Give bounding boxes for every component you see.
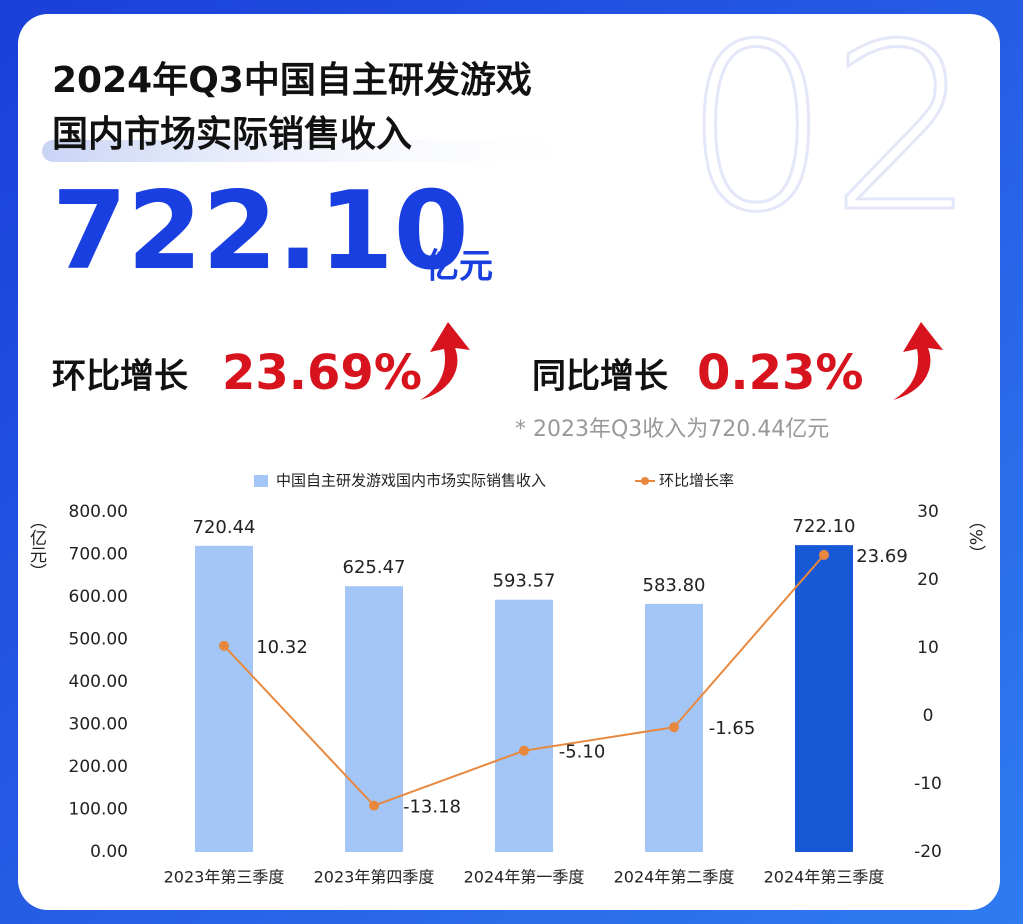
y2-tick-label: 20: [917, 570, 939, 590]
y-tick-label: 500.00: [69, 630, 128, 650]
title: 国内市场实际销售收入: [52, 114, 412, 155]
y2-axis-label: （%）: [965, 512, 986, 562]
legend-label: 环比增长率: [659, 472, 734, 490]
line-point: [219, 640, 229, 651]
chart: 0.00 100.00 200.00 300.00 400.00 500.00 600.00…: [26, 472, 986, 887]
data-label: 722.10: [793, 516, 856, 537]
yoy-label: 同比增长: [532, 357, 668, 397]
headline-unit: 亿元: [425, 247, 493, 287]
data-label: 720.44: [193, 517, 256, 538]
legend-swatch: [641, 477, 649, 485]
bar: [195, 545, 253, 852]
y2-tick-label: 30: [917, 502, 939, 522]
y-axis-label: （亿元）: [26, 512, 47, 580]
x-tick-label: 2023年第三季度: [164, 868, 285, 887]
y-tick-label: 600.00: [69, 587, 128, 607]
x-tick-label: 2024年第三季度: [764, 868, 885, 887]
line-point: [669, 722, 679, 733]
line-point: [819, 549, 829, 560]
y-tick-label: 800.00: [69, 502, 128, 522]
y-tick-label: 0.00: [90, 842, 128, 862]
line-point: [369, 800, 379, 811]
data-label: -1.65: [709, 718, 756, 739]
qoq-value: 23.69%: [222, 345, 422, 401]
y-tick-label: 700.00: [69, 545, 128, 565]
data-label: 593.57: [493, 571, 556, 592]
card: [18, 14, 1000, 910]
data-label: 23.69: [856, 546, 908, 567]
y2-tick-label: -20: [914, 842, 942, 862]
section-number: 02: [684, 0, 977, 263]
bar: [495, 599, 553, 852]
x-tick-label: 2023年第四季度: [314, 868, 435, 887]
y-tick-label: 100.00: [69, 800, 128, 820]
y-tick-label: 200.00: [69, 757, 128, 777]
x-tick-label: 2024年第二季度: [614, 868, 735, 887]
bar: [795, 545, 853, 852]
legend-label: 中国自主研发游戏国内市场实际销售收入: [276, 472, 546, 490]
footnote: * 2023年Q3收入为720.44亿元: [515, 417, 829, 442]
qoq-label: 环比增长: [52, 357, 188, 397]
title: 2024年Q3中国自主研发游戏: [52, 60, 532, 101]
data-label: -13.18: [403, 797, 461, 818]
data-label: 625.47: [343, 557, 406, 578]
data-label: 10.32: [256, 637, 308, 658]
legend-swatch: [254, 475, 268, 487]
y2-tick-label: 0: [923, 706, 934, 726]
headline-value: 722.10: [52, 169, 469, 294]
title-highlight: [42, 140, 602, 162]
y-tick-label: 300.00: [69, 715, 128, 735]
y2-tick-label: 10: [917, 638, 939, 658]
x-tick-label: 2024年第一季度: [464, 868, 585, 887]
line-point: [519, 745, 529, 756]
data-label: 583.80: [643, 575, 706, 596]
y2-tick-label: -10: [914, 774, 942, 794]
data-label: -5.10: [559, 742, 606, 763]
bar: [345, 586, 403, 852]
yoy-value: 0.23%: [697, 345, 864, 401]
up-arrow: [893, 322, 943, 400]
up-arrow: [420, 322, 470, 400]
y-tick-label: 400.00: [69, 672, 128, 692]
